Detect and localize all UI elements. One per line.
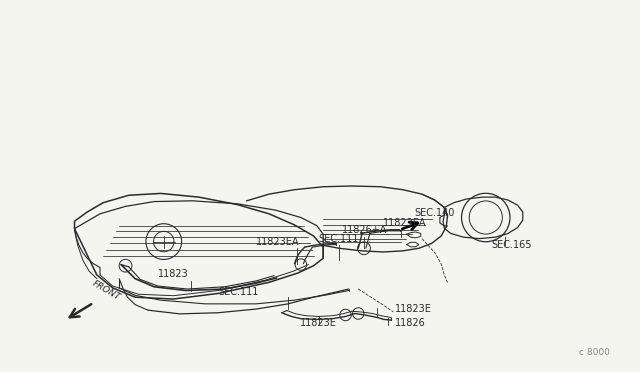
Text: SEC.111: SEC.111 <box>218 287 259 297</box>
Text: SEC.140: SEC.140 <box>414 208 455 218</box>
Text: FRONT: FRONT <box>90 279 122 302</box>
Text: 11823E: 11823E <box>300 318 337 328</box>
Text: 11823EA: 11823EA <box>256 237 300 247</box>
Text: 11826+A: 11826+A <box>342 225 388 235</box>
Text: 11823EA: 11823EA <box>383 218 426 228</box>
Text: SEC.165: SEC.165 <box>491 240 531 250</box>
Text: 11823: 11823 <box>158 269 189 279</box>
Text: SEC.111: SEC.111 <box>319 234 359 244</box>
Text: 11826: 11826 <box>396 318 426 328</box>
Text: c 8000: c 8000 <box>579 347 610 357</box>
Text: 11823E: 11823E <box>396 304 432 314</box>
